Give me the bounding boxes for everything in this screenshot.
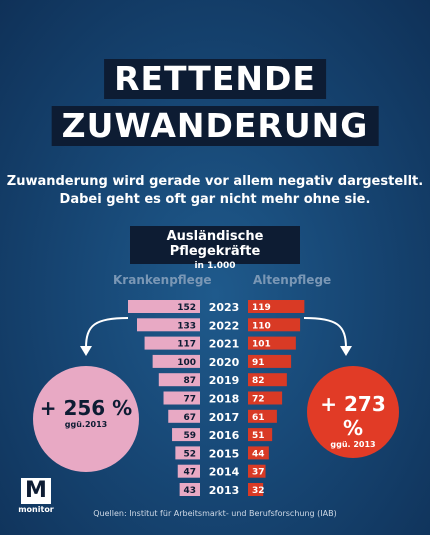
bars-krankenpflege: 152 133 117 100 87 77 67 59 52 47 43: [128, 300, 200, 496]
callout-left-note: ggü.2013: [64, 420, 108, 429]
year-label-2022: 2022: [209, 319, 240, 332]
callout-left-value: + 256 %: [39, 396, 133, 420]
label-krankenpflege-2018: 77: [183, 395, 196, 405]
title-line-1: RETTENDE: [104, 59, 326, 99]
bar-krankenpflege-2019: [158, 373, 200, 387]
year-label-2019: 2019: [209, 374, 240, 387]
bar-altenpflege-2019: [248, 373, 287, 387]
label-krankenpflege-2013: 43: [183, 486, 196, 496]
label-altenpflege-2017: 61: [252, 413, 265, 423]
logo-mark: M: [21, 478, 51, 504]
bar-krankenpflege-2016: [172, 428, 200, 442]
bar-krankenpflege-2018: [163, 391, 200, 405]
bar-altenpflege-2016: [248, 428, 273, 442]
label-altenpflege-2013: 32: [252, 486, 265, 496]
label-krankenpflege-2020: 100: [177, 358, 196, 368]
label-krankenpflege-2021: 117: [177, 340, 196, 350]
source-note: Quellen: Institut für Arbeitsmarkt- und …: [93, 509, 337, 518]
series-label-altenpflege: Altenpflege: [253, 273, 332, 287]
bar-krankenpflege-2021: [144, 336, 200, 350]
bar-altenpflege-2018: [248, 391, 283, 405]
year-labels: 2023 2022 2021 2020 2019 2018 2017 2016 2015 2014…: [209, 301, 240, 497]
bar-altenpflege-2017: [248, 409, 277, 423]
bar-altenpflege-2015: [248, 446, 269, 460]
label-krankenpflege-2014: 47: [183, 468, 196, 478]
callout-krankenpflege: + 256 % ggü.2013: [33, 366, 139, 472]
year-label-2013: 2013: [209, 484, 240, 497]
bar-altenpflege-2023: [248, 300, 305, 313]
callout-altenpflege: + 273 % ggü. 2013: [307, 366, 399, 458]
label-krankenpflege-2022: 133: [177, 321, 196, 331]
label-altenpflege-2020: 91: [252, 358, 265, 368]
year-label-2023: 2023: [209, 301, 240, 314]
callout-right-note: ggü. 2013: [330, 440, 376, 449]
label-altenpflege-2016: 51: [252, 431, 265, 441]
year-label-2021: 2021: [209, 338, 240, 351]
label-krankenpflege-2016: 59: [183, 431, 196, 441]
bar-altenpflege-2021: [248, 336, 296, 350]
bar-altenpflege-2013: [248, 483, 264, 496]
chart-title: Ausländische Pflegekräfte: [166, 229, 264, 259]
label-altenpflege-2021: 101: [252, 340, 271, 350]
right-arrow-line: [303, 317, 347, 349]
year-label-2017: 2017: [209, 411, 240, 424]
bar-altenpflege-2020: [248, 354, 292, 368]
label-krankenpflege-2019: 87: [183, 376, 196, 386]
label-krankenpflege-2015: 52: [183, 449, 196, 459]
bar-krankenpflege-2015: [175, 446, 200, 460]
logo-word: monitor: [18, 505, 54, 514]
label-altenpflege-2019: 82: [252, 376, 265, 386]
label-altenpflege-2014: 37: [252, 468, 265, 478]
bar-krankenpflege-2023: [128, 300, 200, 313]
left-arrow-head: [80, 346, 92, 356]
bar-altenpflege-2014: [248, 464, 266, 478]
monitor-logo: M monitor: [18, 478, 54, 514]
bar-krankenpflege-2014: [177, 464, 200, 478]
bar-krankenpflege-2022: [137, 318, 200, 332]
series-label-krankenpflege: Krankenpflege: [113, 273, 212, 287]
chart-title-box: Ausländische Pflegekräfte in 1.000: [130, 226, 300, 271]
left-arrow-line: [85, 317, 129, 349]
subtitle-line-1: Zuwanderung wird gerade vor allem negati…: [6, 174, 424, 189]
bars-altenpflege: 119 110 101 91 82 72 61 51 44 37 32: [248, 300, 305, 496]
year-label-2014: 2014: [209, 466, 240, 479]
bar-krankenpflege-2020: [152, 354, 200, 368]
bar-krankenpflege-2013: [179, 483, 200, 496]
year-label-2015: 2015: [209, 447, 240, 460]
label-krankenpflege-2017: 67: [183, 413, 196, 423]
callout-right-value: + 273 %: [320, 392, 386, 440]
label-krankenpflege-2023: 152: [177, 303, 196, 313]
year-label-2020: 2020: [209, 356, 240, 369]
year-label-2016: 2016: [209, 429, 240, 442]
right-arrow-head: [340, 346, 352, 356]
label-altenpflege-2018: 72: [252, 395, 265, 405]
bar-krankenpflege-2017: [168, 409, 200, 423]
chart-unit: in 1.000: [194, 261, 236, 271]
title-line-2: ZUWANDERUNG: [51, 106, 379, 146]
subtitle-line-2: Dabei geht es oft gar nicht mehr ohne si…: [59, 192, 371, 207]
label-altenpflege-2022: 110: [252, 321, 271, 331]
label-altenpflege-2015: 44: [252, 449, 265, 459]
bar-altenpflege-2022: [248, 318, 301, 332]
year-label-2018: 2018: [209, 393, 240, 406]
label-altenpflege-2023: 119: [252, 303, 271, 313]
